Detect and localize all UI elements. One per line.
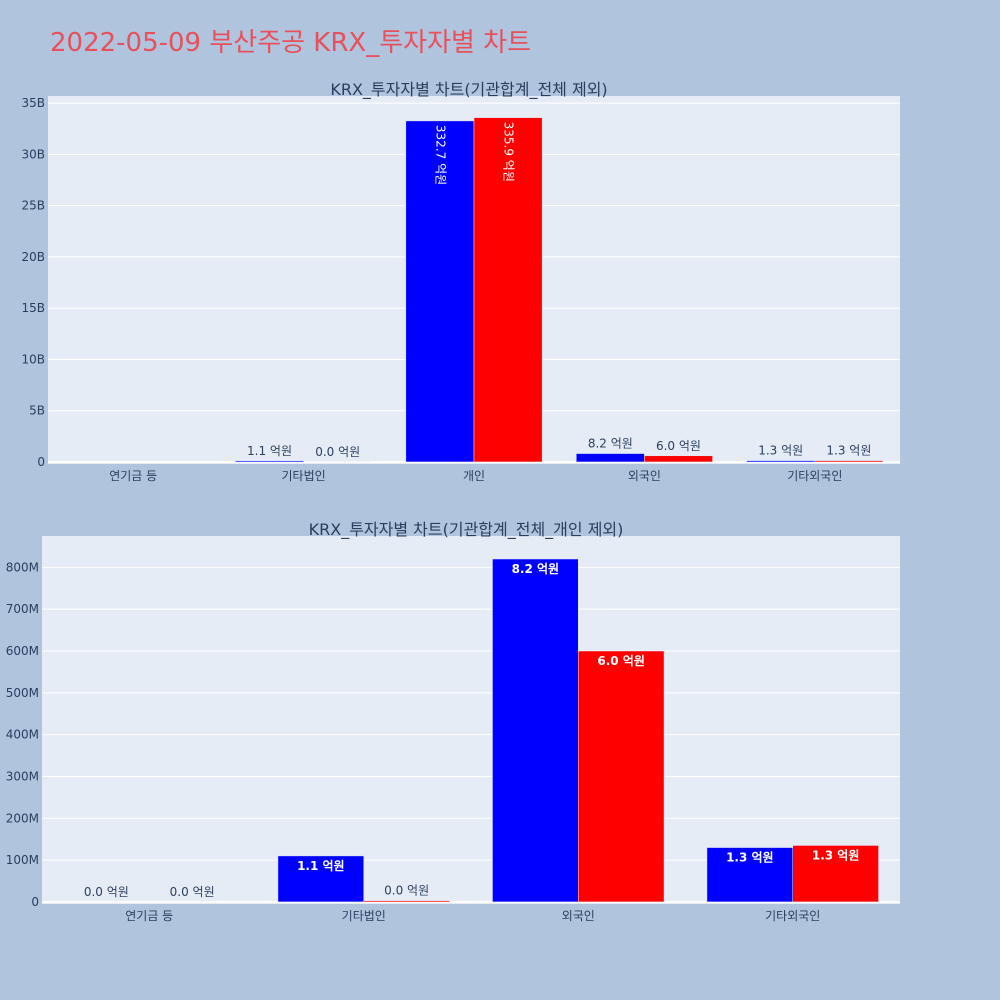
page-title: 2022-05-09 부산주공 KRX_투자자별 차트 [50,28,532,58]
bar-buy [235,460,304,463]
y-tick-label: 400M [6,728,39,742]
bar-buy [575,453,645,463]
data-label: 1.3 억원 [826,444,871,458]
x-tick-label: 외국인 [628,469,661,483]
x-tick-label: 외국인 [562,909,595,923]
y-tick-label: 15B [21,301,45,315]
data-label: 0.0 억원 [315,445,360,459]
y-tick-label: 0 [31,895,39,909]
data-label: 0.0 억원 [384,884,429,898]
x-tick-label: 연기금 등 [125,909,173,923]
y-tick-label: 500M [6,686,39,700]
data-label: 8.2 억원 [512,562,560,576]
y-tick-label: 700M [6,602,39,616]
y-tick-label: 35B [21,96,45,110]
data-label: 1.1 억원 [247,444,292,458]
y-tick-label: 10B [21,352,45,366]
bar-buy [746,460,816,463]
chart-title: KRX_투자자별 차트(기관합계_전체_개인 제외) [309,520,624,540]
chart-title: KRX_투자자별 차트(기관합계_전체 제외) [330,80,607,100]
y-tick-label: 30B [21,147,45,161]
chart-2: 0 100M 200M 300M 400M 500M 600M 700M 800M KRX_투자자… [6,520,900,923]
chart-1: 0 5B 10B 15B 20B 25B 30B 35B KRX_투자자별 차트(기관합계_전체… [21,80,900,483]
data-label: 1.3 억원 [758,444,803,458]
data-label: 6.0 억원 [597,654,645,668]
bar-sell [792,845,879,903]
bar-sell [473,117,543,463]
y-tick-label: 600M [6,644,39,658]
y-tick-label: 200M [6,811,39,825]
y-tick-label: 800M [6,560,39,574]
bar-sell [644,455,713,463]
data-label: 8.2 억원 [588,437,633,451]
x-tick-label: 개인 [463,469,485,483]
data-label: 1.3 억원 [726,851,774,865]
y-tick-label: 5B [29,404,45,418]
data-label: 332.7 억원 [433,125,447,185]
data-label: 1.3 억원 [812,848,860,862]
y-tick-label: 25B [21,199,45,213]
data-label: 0.0 억원 [170,885,215,899]
y-tick-label: 20B [21,250,45,264]
data-label: 0.0 억원 [84,885,129,899]
bar-buy [277,855,365,903]
y-tick-label: 0 [37,455,45,469]
bar-sell [814,460,884,463]
bar-sell [363,900,450,903]
x-tick-label: 연기금 등 [109,469,157,483]
data-label: 1.1 억원 [297,859,345,873]
plot-area [42,536,900,904]
y-tick-label: 300M [6,769,39,783]
y-tick-label: 100M [6,853,39,867]
bar-buy [405,120,475,463]
x-tick-label: 기타외국인 [787,469,842,483]
bar-buy [492,558,579,903]
bar-buy [706,847,794,903]
bar-sell [578,650,665,903]
x-tick-label: 기타법인 [342,909,386,923]
x-tick-label: 기타법인 [282,469,326,483]
data-label: 6.0 억원 [656,439,701,453]
x-tick-label: 기타외국인 [765,909,820,923]
data-label: 335.9 억원 [502,122,516,182]
